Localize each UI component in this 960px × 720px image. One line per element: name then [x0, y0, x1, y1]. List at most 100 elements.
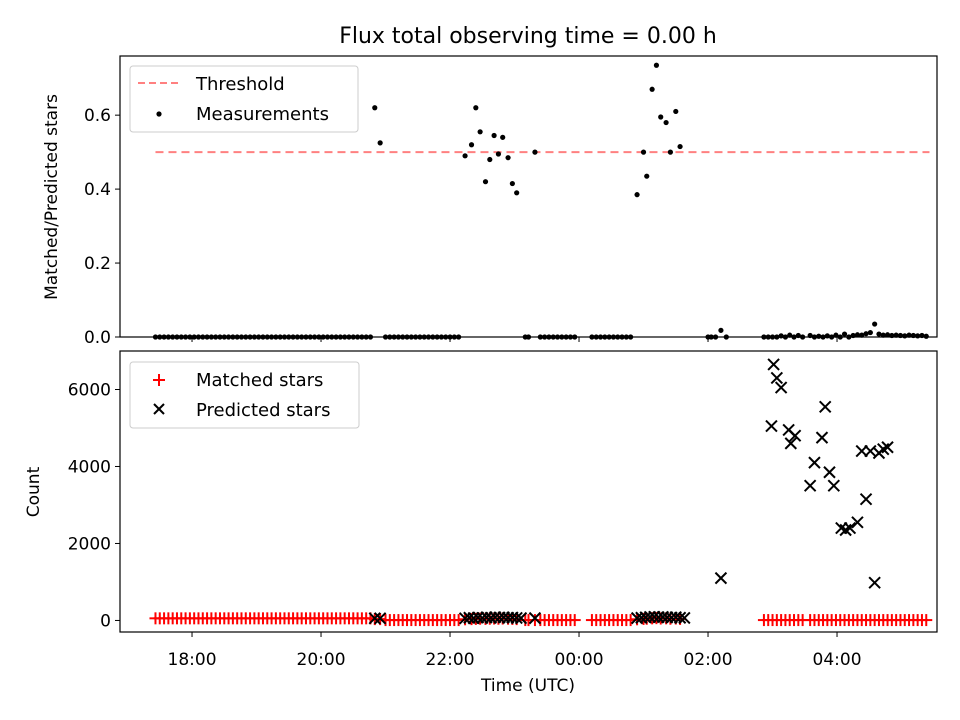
x-tick-label: 04:00 [813, 650, 862, 670]
ratio-panel-ticks: 0.0 0.2 0.4 0.6 [84, 106, 838, 348]
predicted-stars-marker [868, 576, 881, 589]
measurement-point [477, 129, 483, 135]
legend-measurements-label: Measurements [196, 104, 329, 125]
measurement-point [482, 179, 489, 185]
measurement-point [634, 192, 640, 198]
predicted-marker-b [458, 612, 472, 625]
predicted-stars-marker [774, 381, 788, 394]
x-axis-ticks: 18:00 20:00 22:00 00:00 02:00 04:00 [168, 650, 862, 670]
count-panel-frame [119, 350, 938, 633]
predicted-stars-marker [803, 479, 817, 492]
predicted-marker-b [784, 437, 798, 450]
predicted-marker-b [843, 521, 857, 535]
predicted-marker-b [770, 371, 784, 385]
ratio-legend-frame [129, 65, 359, 133]
legend-predicted-label: Predicted stars [196, 400, 330, 421]
predicted-marker-b [808, 456, 821, 469]
predicted-marker-b [859, 492, 873, 506]
predicted-stars-marker [714, 571, 728, 585]
legend-matched-label: Matched stars [196, 370, 323, 391]
measurement-point [872, 321, 878, 327]
ratio-panel-legend: Threshold Measurements [129, 65, 359, 133]
predicted-stars-marker [788, 429, 802, 442]
count-y-tick-label: 6000 [68, 380, 111, 400]
predicted-stars-marker [673, 611, 687, 624]
measurement-point [884, 332, 891, 338]
predicted-marker-b [774, 381, 788, 394]
predicted-marker-b [514, 611, 528, 625]
predicted-marker-b [818, 400, 832, 414]
measurement-point [923, 333, 929, 339]
legend-matched-swatch [153, 374, 165, 386]
count-legend-frame [129, 361, 360, 429]
measurement-point [663, 119, 669, 126]
predicted-marker-b [803, 479, 817, 492]
predicted-marker-b [765, 419, 778, 433]
predicted-stars-marker [823, 466, 836, 479]
measurement-points [152, 62, 929, 340]
count-panel-ticks: 0 2000 4000 6000 [68, 380, 838, 637]
predicted-marker-b [528, 611, 542, 625]
x-tick-label: 00:00 [555, 650, 604, 670]
measurement-point [667, 149, 674, 155]
predicted-marker-b [868, 576, 881, 589]
predicted-marker-b [471, 611, 485, 624]
predicted-stars-marker [877, 442, 890, 456]
legend-threshold-label: Threshold [195, 74, 285, 95]
predicted-stars-marker [765, 419, 778, 433]
predicted-stars-points [368, 358, 894, 625]
legend-predicted-swatch [153, 403, 165, 415]
count-y-tick-label: 4000 [68, 457, 111, 477]
measurement-point [867, 329, 873, 336]
measurement-point [876, 331, 882, 337]
measurement-point [653, 62, 660, 68]
measurement-point [649, 86, 655, 92]
measurement-point [468, 142, 475, 148]
measurement-point [500, 134, 506, 140]
predicted-marker-b [635, 611, 648, 624]
ratio-y-tick-label: 0.0 [84, 328, 111, 348]
count-panel-legend: Matched stars Predicted stars [129, 361, 360, 429]
predicted-stars-marker [815, 431, 829, 444]
measurement-point [491, 132, 497, 139]
measurement-point [514, 190, 520, 196]
predicted-stars-marker [827, 479, 841, 492]
predicted-stars-marker [767, 358, 780, 371]
predicted-stars-marker [808, 456, 821, 469]
predicted-marker-b [630, 611, 644, 625]
count-panel-y-axis-label: Count [24, 466, 44, 517]
count-y-tick-label: 2000 [68, 534, 111, 554]
matched-stars-marker [920, 614, 933, 627]
measurement-point [673, 108, 679, 115]
measurement-point [487, 156, 493, 163]
x-tick-label: 02:00 [684, 650, 733, 670]
measurement-point [462, 153, 468, 159]
predicted-stars-marker [851, 516, 864, 529]
predicted-stars-marker [843, 521, 857, 535]
x-tick-label: 20:00 [297, 650, 346, 670]
x-tick-label: 18:00 [168, 650, 217, 670]
ratio-panel: 0.0 0.2 0.4 0.6 Matched/Predicted stars Thr… [42, 55, 938, 348]
predicted-marker-b [678, 611, 691, 625]
predicted-marker-b [660, 611, 674, 624]
matched-stars-points [149, 612, 933, 627]
measurement-point [854, 332, 861, 338]
predicted-stars-marker [510, 611, 523, 625]
predicted-marker-b [767, 358, 780, 371]
legend-measurements-swatch [156, 111, 162, 117]
count-panel: 0 2000 4000 6000 Count Matched stars Predic… [24, 350, 938, 637]
ratio-y-tick-label: 0.6 [84, 106, 111, 126]
measurement-point [644, 173, 650, 179]
x-tick-label: 22:00 [426, 650, 475, 670]
measurement-point [640, 149, 647, 155]
predicted-marker-b [368, 612, 381, 625]
predicted-marker-b [823, 466, 836, 479]
predicted-marker-b [815, 431, 829, 444]
predicted-stars-marker [514, 611, 528, 625]
predicted-marker-b [782, 423, 795, 437]
measurement-point [372, 105, 378, 111]
ratio-panel-y-axis-label: Matched/Predicted stars [42, 94, 62, 300]
predicted-marker-b [714, 571, 728, 585]
ratio-y-tick-label: 0.2 [84, 254, 111, 274]
